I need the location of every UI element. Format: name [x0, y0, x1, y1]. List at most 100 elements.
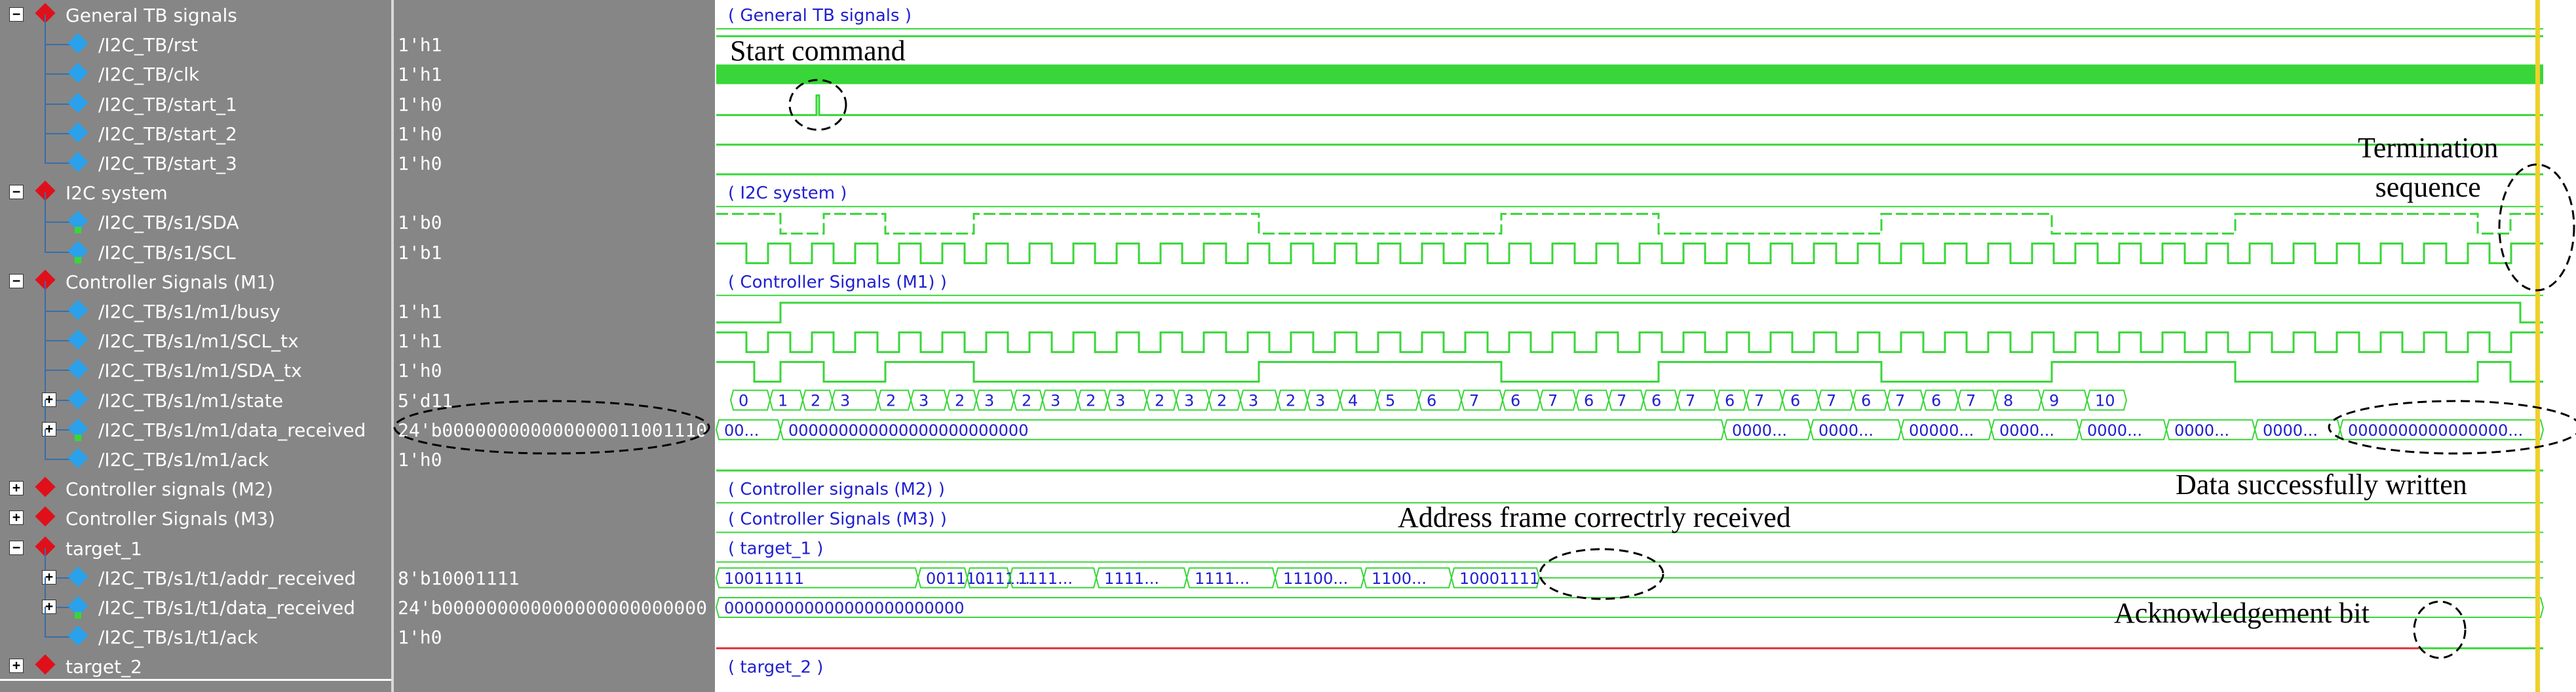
value-row[interactable]: 1'h1: [394, 59, 715, 88]
wave-state-value: 7: [1548, 392, 1558, 410]
signal-name: /I2C_TB/clk: [98, 64, 200, 86]
value-row[interactable]: [394, 503, 715, 533]
signal-row-i2c-tb-s1-m1-ack[interactable]: /I2C_TB/s1/m1/ack: [0, 429, 391, 474]
group-row-target-1[interactable]: − target_1: [0, 533, 391, 563]
value-row[interactable]: 1'b1: [394, 237, 715, 267]
group-diamond-icon: [35, 506, 56, 527]
signal-row-i2c-tb-clk[interactable]: /I2C_TB/clk: [0, 44, 391, 88]
collapse-icon[interactable]: −: [9, 185, 24, 200]
wave-state-segment: [1417, 389, 1463, 411]
wave-state-segment: [1376, 389, 1420, 411]
signal-row-i2c-tb-start-3[interactable]: /I2C_TB/start_3: [0, 133, 391, 178]
collapse-icon[interactable]: −: [9, 273, 24, 288]
collapse-icon[interactable]: −: [9, 7, 24, 22]
value-row[interactable]: 1'h0: [394, 622, 715, 651]
horizontal-scrollbar[interactable]: [0, 679, 391, 681]
wave-state-value: 2: [1217, 392, 1227, 410]
signal-value: 1'h1: [398, 301, 442, 322]
signal-row-i2c-tb-s1-m1-data-received[interactable]: +/I2C_TB/s1/m1/data_received: [0, 399, 391, 444]
value-row[interactable]: 1'h0: [394, 89, 715, 119]
value-row[interactable]: 1'h1: [394, 296, 715, 326]
wave-group-label-general: ( General TB signals ): [728, 6, 912, 26]
group-row-i2c-system[interactable]: − I2C system: [0, 178, 391, 207]
tree-connector: [45, 44, 46, 75]
tree-connector: [45, 399, 46, 430]
signal-row-i2c-tb-s1-m1-busy[interactable]: /I2C_TB/s1/m1/busy: [0, 281, 391, 326]
panel-divider[interactable]: [391, 0, 394, 692]
group-label: I2C system: [66, 182, 168, 204]
signal-icon: [67, 625, 88, 646]
group-row-controller-signals-m3[interactable]: + Controller Signals (M3): [0, 503, 391, 533]
expand-icon[interactable]: +: [9, 510, 24, 526]
signal-name: /I2C_TB/start_2: [98, 123, 237, 145]
group-row-general-tb-signals[interactable]: − General TB signals: [0, 0, 391, 29]
inout-signal-icon: [67, 240, 88, 261]
signal-row-i2c-tb-s1-m1-sda-tx[interactable]: /I2C_TB/s1/m1/SDA_tx: [0, 340, 391, 385]
group-row-controller-signals-m2[interactable]: + Controller signals (M2): [0, 474, 391, 503]
value-row[interactable]: 8'b10001111: [394, 563, 715, 592]
collapse-icon[interactable]: −: [9, 540, 24, 555]
value-row[interactable]: [394, 651, 715, 681]
wave-state-value: 3: [1184, 392, 1194, 410]
signal-row-i2c-tb-s1-sda[interactable]: /I2C_TB/s1/SDA: [0, 192, 391, 237]
waveform-panel[interactable]: ( General TB signals ) ( I2C system ) ( Co…: [715, 0, 2576, 692]
value-row[interactable]: 1'h0: [394, 444, 715, 474]
wave-state-value: 6: [1931, 392, 1941, 410]
signal-name: /I2C_TB/s1/m1/ack: [98, 449, 269, 471]
signal-name: /I2C_TB/s1/m1/busy: [98, 301, 280, 322]
signal-row-i2c-tb-s1-m1-scl-tx[interactable]: /I2C_TB/s1/m1/SCL_tx: [0, 311, 391, 355]
value-row[interactable]: [394, 178, 715, 207]
tree-connector: [45, 14, 46, 45]
expand-icon[interactable]: +: [9, 659, 24, 674]
signal-row-i2c-tb-s1-t1-addr-received[interactable]: +/I2C_TB/s1/t1/addr_received: [0, 547, 391, 592]
signal-name: /I2C_TB/s1/m1/SDA_tx: [98, 360, 302, 382]
time-cursor[interactable]: [2535, 0, 2540, 692]
value-row[interactable]: 5'd11: [394, 385, 715, 415]
value-row[interactable]: 1'b0: [394, 207, 715, 237]
signal-icon: [67, 299, 88, 320]
wave-t1-data-received-value: 000000000000000000000000: [724, 599, 964, 617]
value-row[interactable]: 1'h0: [394, 119, 715, 148]
signal-value: 1'h1: [398, 34, 442, 56]
wave-data-received-value: 0000...: [2087, 421, 2142, 440]
tree-connector: [45, 221, 46, 252]
wave-state-value: 3: [919, 392, 929, 410]
value-row[interactable]: [394, 533, 715, 563]
annotation-start-command: Start command: [730, 35, 906, 67]
tree-connector: [45, 221, 71, 223]
group-row-controller-signals-m1[interactable]: − Controller Signals (M1): [0, 267, 391, 296]
signal-values-panel[interactable]: 1'h1 1'h1 1'h0 1'h0 1'h0 1'b0 1'b1 1'h1 1'h1 1'h0…: [394, 0, 715, 692]
signal-names-panel[interactable]: − General TB signals/I2C_TB/rst/I2C_TB/cl…: [0, 0, 391, 692]
wave-addr-received-value: 1111...: [1104, 569, 1159, 588]
signal-value: 5'd11: [398, 389, 453, 412]
value-row[interactable]: 1'h0: [394, 148, 715, 178]
value-row[interactable]: 24'b000000000000000011001110: [394, 415, 715, 444]
value-row[interactable]: 1'h1: [394, 29, 715, 59]
signal-icon: [67, 122, 88, 143]
wave-state-value: 7: [1966, 392, 1976, 410]
wave-sda: [716, 212, 2543, 235]
signal-icon: [67, 566, 88, 587]
wave-scl-tx: [716, 331, 2543, 353]
signal-row-i2c-tb-s1-t1-data-received[interactable]: +/I2C_TB/s1/t1/data_received: [0, 577, 391, 622]
annotation-termination-line1: Termination: [2358, 132, 2499, 164]
value-row[interactable]: [394, 0, 715, 29]
value-row[interactable]: 1'h0: [394, 355, 715, 385]
wave-state-segment: [1501, 389, 1541, 411]
signal-icon: [67, 151, 88, 172]
signal-row-i2c-tb-rst[interactable]: /I2C_TB/rst: [0, 14, 391, 59]
signal-row-i2c-tb-start-1[interactable]: /I2C_TB/start_1: [0, 73, 391, 119]
group-label: target_1: [66, 537, 142, 560]
signal-row-i2c-tb-s1-scl[interactable]: /I2C_TB/s1/SCL: [0, 221, 391, 267]
group-row-target-2[interactable]: + target_2: [0, 651, 391, 681]
wave-state-value: 6: [1790, 392, 1800, 410]
expand-icon[interactable]: +: [9, 481, 24, 496]
value-row[interactable]: 24'b000000000000000000000000: [394, 592, 715, 622]
signal-row-i2c-tb-s1-t1-ack[interactable]: /I2C_TB/s1/t1/ack: [0, 607, 391, 651]
value-row[interactable]: [394, 267, 715, 296]
value-row[interactable]: [394, 474, 715, 503]
signal-row-i2c-tb-s1-m1-state[interactable]: +/I2C_TB/s1/m1/state: [0, 370, 391, 415]
value-row[interactable]: 1'h1: [394, 326, 715, 355]
signal-row-i2c-tb-start-2[interactable]: /I2C_TB/start_2: [0, 103, 391, 148]
wave-state-value: 6: [1725, 392, 1735, 410]
